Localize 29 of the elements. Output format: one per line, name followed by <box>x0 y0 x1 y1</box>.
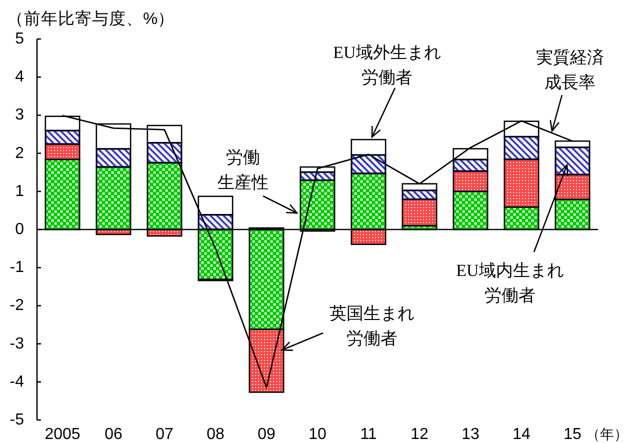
series-label: 実質経済成長率 <box>536 48 604 92</box>
y-tick-label: -3 <box>10 335 24 352</box>
x-tick-label: 12 <box>410 426 428 443</box>
x-tick-label: 14 <box>512 426 530 443</box>
text: 英国生まれ労働者 <box>330 304 414 348</box>
y-tick-label: 1 <box>15 182 24 200</box>
y-tick-label: -4 <box>10 373 24 390</box>
x-tick-label: 09 <box>258 426 276 443</box>
x-tick-label: 11 <box>360 426 377 443</box>
series-label: 労働生産性 <box>218 148 268 192</box>
y-tick-label: -2 <box>10 297 24 314</box>
y-tick-label: 2 <box>15 144 24 162</box>
x-axis-title: （年） <box>586 426 628 442</box>
x-tick-label: 13 <box>462 426 480 443</box>
x-tick-label: 10 <box>308 426 326 443</box>
x-tick-label: 08 <box>206 426 224 443</box>
text: EU域内生まれ労働者 <box>456 261 564 305</box>
y-tick-label: 3 <box>15 106 24 124</box>
x-tick-label: 2005 <box>44 426 80 443</box>
x-tick-label: 06 <box>104 426 122 443</box>
x-tick-label: 07 <box>156 426 174 443</box>
x-tick-label: 15 <box>564 426 582 443</box>
y-tick-label: 0 <box>15 221 24 238</box>
y-tick-label: -1 <box>10 259 24 276</box>
text: EU域外生まれ労働者 <box>333 43 441 87</box>
y-tick-label: -5 <box>10 412 24 428</box>
y-tick-label: 4 <box>15 68 24 86</box>
y-axis-title: （前年比寄与度、%） <box>7 9 175 28</box>
y-tick-label: 5 <box>15 30 24 48</box>
